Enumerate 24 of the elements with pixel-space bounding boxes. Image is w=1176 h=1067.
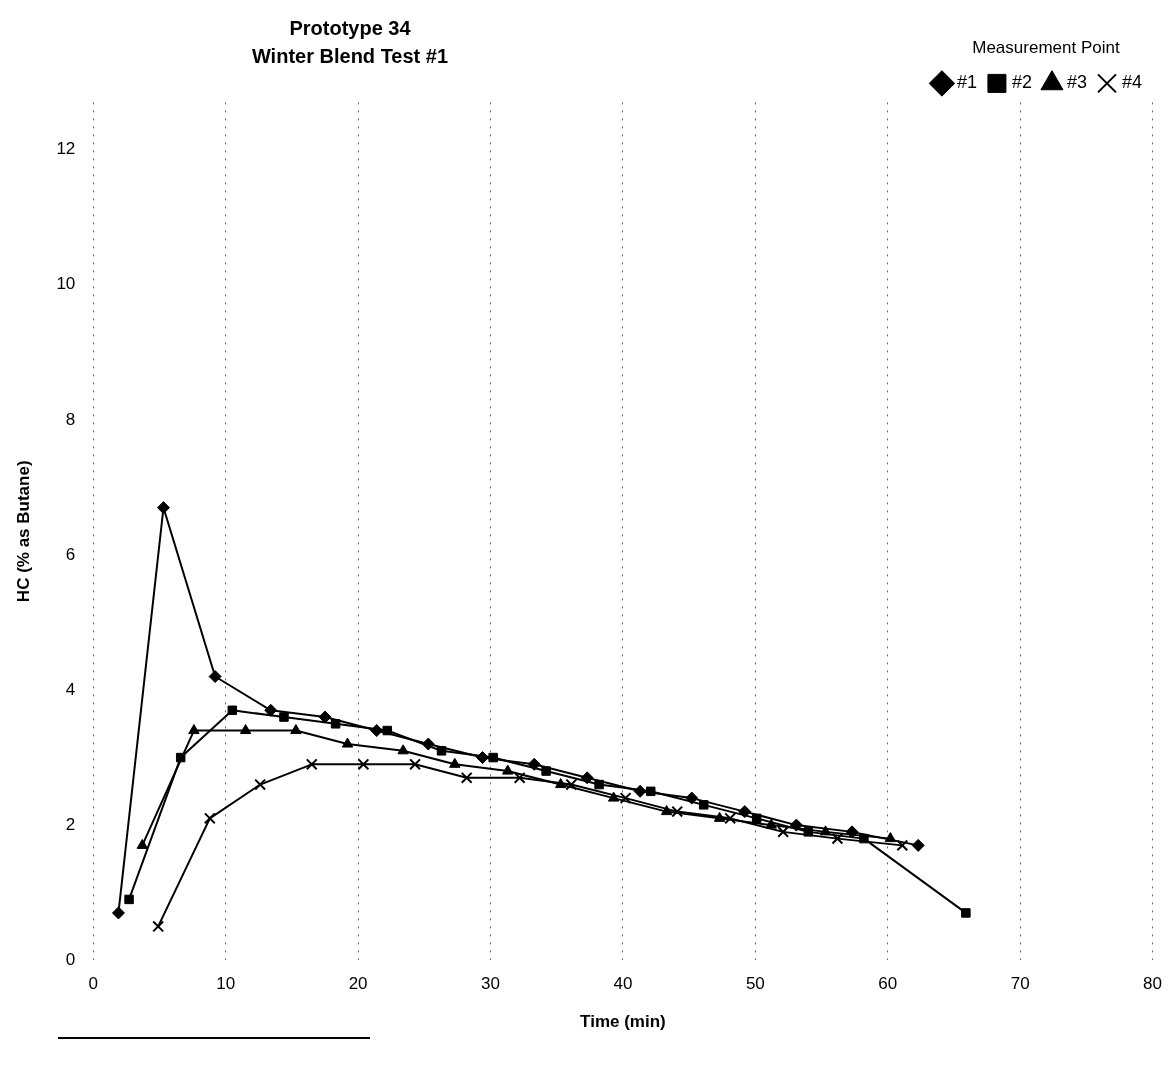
x-tick-label: 30 (481, 974, 500, 994)
y-tick-label: 6 (65, 544, 76, 564)
x-axis-title: Time (min) (580, 1012, 666, 1032)
x-tick-label: 50 (745, 974, 765, 994)
x-tick-label: 40 (613, 974, 633, 994)
x-tick-label: 20 (348, 974, 368, 994)
x-tick-label: 60 (878, 974, 898, 994)
y-tick-label: 8 (65, 409, 76, 429)
legend-label: #2 (1011, 72, 1032, 93)
legend-label: #1 (956, 72, 977, 93)
y-tick-label: 4 (65, 679, 76, 699)
y-tick-label: 0 (65, 949, 76, 969)
x-tick-label: 10 (216, 974, 236, 994)
chart-title: Prototype 34 Winter Blend Test #1 (250, 16, 450, 69)
legend-label: #4 (1121, 72, 1143, 93)
y-tick-label: 2 (65, 814, 76, 834)
legend-title: Measurement Point (972, 38, 1120, 58)
y-axis-title: HC (% as Butane) (13, 460, 33, 603)
y-tick-label: 12 (56, 139, 76, 159)
x-tick-label: 0 (88, 974, 99, 994)
legend-label: #3 (1066, 72, 1087, 93)
x-tick-label: 70 (1010, 974, 1030, 994)
x-tick-label: 80 (1143, 974, 1163, 994)
y-tick-label: 10 (56, 274, 76, 294)
